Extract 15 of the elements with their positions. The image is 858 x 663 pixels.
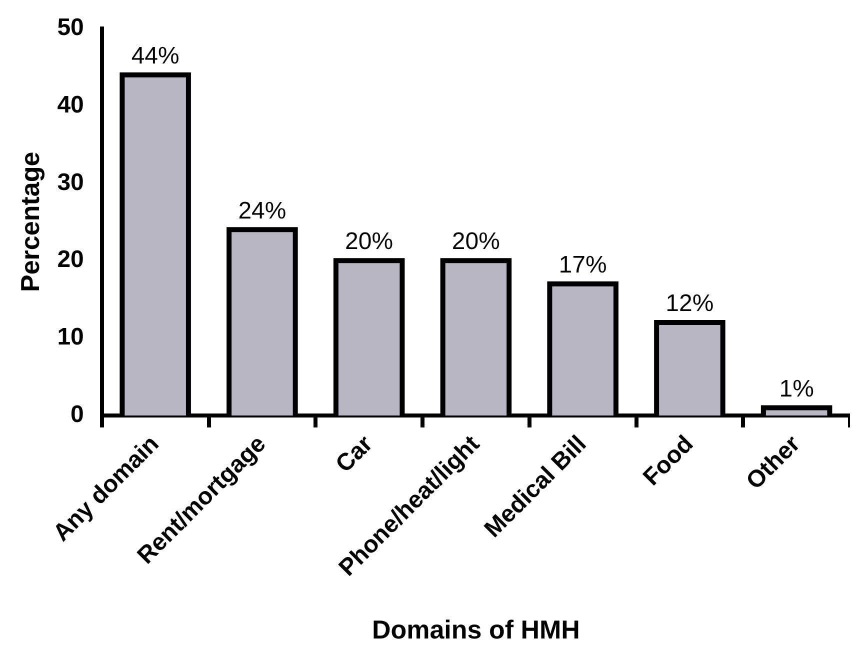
data-label: 20% <box>452 228 500 256</box>
data-label: 44% <box>131 42 180 70</box>
data-label: 24% <box>238 197 286 224</box>
data-label: 12% <box>666 290 714 318</box>
y-tick-label: 40 <box>57 91 84 118</box>
y-tick-label: 20 <box>57 246 84 274</box>
data-label: 17% <box>558 251 607 278</box>
y-tick-label: 30 <box>57 168 84 196</box>
y-tick-label: 10 <box>57 324 84 351</box>
data-label: 20% <box>345 228 394 256</box>
x-axis-title: Domains of HMH <box>372 614 580 645</box>
y-tick-label: 0 <box>70 401 84 428</box>
y-tick-label: 50 <box>57 14 84 42</box>
data-label: 1% <box>779 375 814 402</box>
y-axis-title: Percentage <box>14 152 45 292</box>
